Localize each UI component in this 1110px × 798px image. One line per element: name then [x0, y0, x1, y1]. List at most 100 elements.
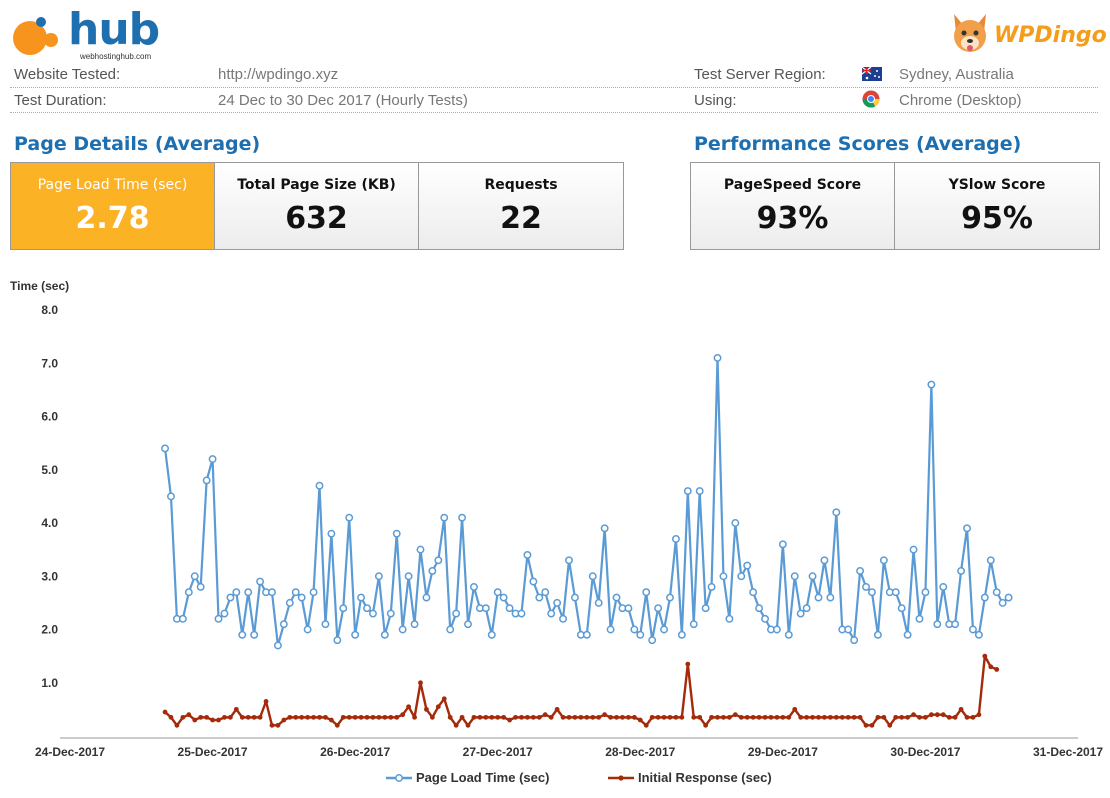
- data-point: [470, 582, 478, 591]
- data-point: [893, 714, 899, 720]
- data-point: [881, 714, 887, 720]
- data-point: [398, 625, 407, 634]
- load-time-value: 2.78: [75, 201, 150, 236]
- page-details-title: Page Details (Average): [14, 133, 261, 155]
- data-point: [192, 717, 198, 723]
- data-point: [297, 593, 306, 602]
- data-point: [392, 529, 401, 538]
- data-point: [446, 625, 455, 634]
- x-tick-label: 28-Dec-2017: [605, 745, 675, 759]
- data-point: [873, 630, 882, 639]
- requests-card: Requests 22: [419, 163, 623, 249]
- data-point: [299, 714, 305, 720]
- x-tick-label: 29-Dec-2017: [748, 745, 818, 759]
- data-point: [679, 714, 685, 720]
- load-time-chart: Time (sec) 8.0 7.0 6.0 5.0 4.0 3.0 2.0 1.0 24-D…: [10, 279, 1103, 785]
- data-point: [340, 714, 346, 720]
- requests-label: Requests: [484, 177, 558, 193]
- webhostinghub-logo: hub webhostinghub.com: [10, 4, 160, 62]
- data-point: [428, 566, 437, 575]
- data-point: [637, 717, 643, 723]
- data-point: [744, 714, 750, 720]
- data-point: [738, 714, 744, 720]
- data-point: [911, 712, 916, 718]
- data-point: [386, 609, 395, 618]
- data-point: [416, 545, 425, 554]
- data-point: [792, 706, 798, 712]
- data-point: [903, 630, 912, 639]
- data-point: [323, 714, 328, 720]
- data-point: [495, 714, 501, 720]
- data-point: [798, 714, 804, 720]
- data-point: [755, 604, 764, 613]
- data-point: [311, 714, 316, 720]
- data-point: [410, 620, 419, 629]
- data-point: [923, 714, 928, 720]
- pagespeed-card: PageSpeed Score 93%: [691, 163, 895, 249]
- page-size-card: Total Page Size (KB) 632: [215, 163, 419, 249]
- data-point: [250, 630, 259, 639]
- x-tick-label: 30-Dec-2017: [890, 745, 960, 759]
- data-point: [287, 714, 293, 720]
- data-point: [471, 714, 477, 720]
- data-point: [844, 625, 853, 634]
- data-point: [560, 714, 566, 720]
- data-point: [660, 625, 668, 634]
- region-label: Test Server Region:: [694, 66, 826, 83]
- data-point: [963, 524, 971, 533]
- data-point: [726, 714, 732, 720]
- data-point: [535, 593, 544, 602]
- data-point: [784, 630, 793, 639]
- data-point: [572, 714, 578, 720]
- data-point: [327, 529, 336, 538]
- data-point: [334, 722, 340, 728]
- hub-logo-text: hub: [68, 4, 160, 55]
- data-point: [917, 714, 922, 720]
- y-tick-label: 8.0: [41, 303, 58, 317]
- data-point: [184, 588, 193, 597]
- data-point: [174, 722, 180, 728]
- data-point: [642, 588, 651, 597]
- data-point: [559, 614, 568, 623]
- data-point: [519, 714, 524, 720]
- data-point: [810, 714, 815, 720]
- data-point: [952, 714, 958, 720]
- data-point: [239, 714, 245, 720]
- data-point: [178, 614, 187, 623]
- data-point: [208, 455, 217, 464]
- data-point: [905, 714, 911, 720]
- page-size-label: Total Page Size (KB): [237, 177, 396, 193]
- data-point: [525, 714, 530, 720]
- data-point: [339, 604, 348, 613]
- data-point: [596, 714, 602, 720]
- data-point: [602, 712, 608, 718]
- data-point: [529, 577, 538, 586]
- data-point: [588, 572, 597, 581]
- data-point: [452, 609, 461, 618]
- data-point: [196, 582, 205, 591]
- data-point: [612, 593, 621, 602]
- data-point: [458, 513, 467, 522]
- data-point: [357, 593, 366, 602]
- yslow-value: 95%: [961, 201, 1033, 236]
- y-axis-label: Time (sec): [10, 279, 69, 293]
- data-point: [394, 714, 400, 720]
- data-point: [899, 714, 905, 720]
- website-label: Website Tested:: [14, 66, 121, 83]
- data-point: [244, 588, 253, 597]
- data-point: [263, 698, 269, 704]
- data-point: [826, 593, 835, 602]
- data-point: [933, 620, 942, 629]
- dingo-mascot-icon: [954, 14, 986, 52]
- data-point: [964, 714, 970, 720]
- data-point: [934, 712, 940, 718]
- data-point: [584, 714, 590, 720]
- wpdingo-logo: WPDingo: [948, 10, 1107, 60]
- region-value: Sydney, Australia: [899, 66, 1014, 83]
- yslow-card: YSlow Score 95%: [895, 163, 1099, 249]
- data-point: [631, 714, 637, 720]
- data-point: [570, 593, 579, 602]
- data-point: [547, 609, 556, 618]
- data-point: [424, 706, 429, 712]
- hub-dots-icon: [13, 17, 58, 55]
